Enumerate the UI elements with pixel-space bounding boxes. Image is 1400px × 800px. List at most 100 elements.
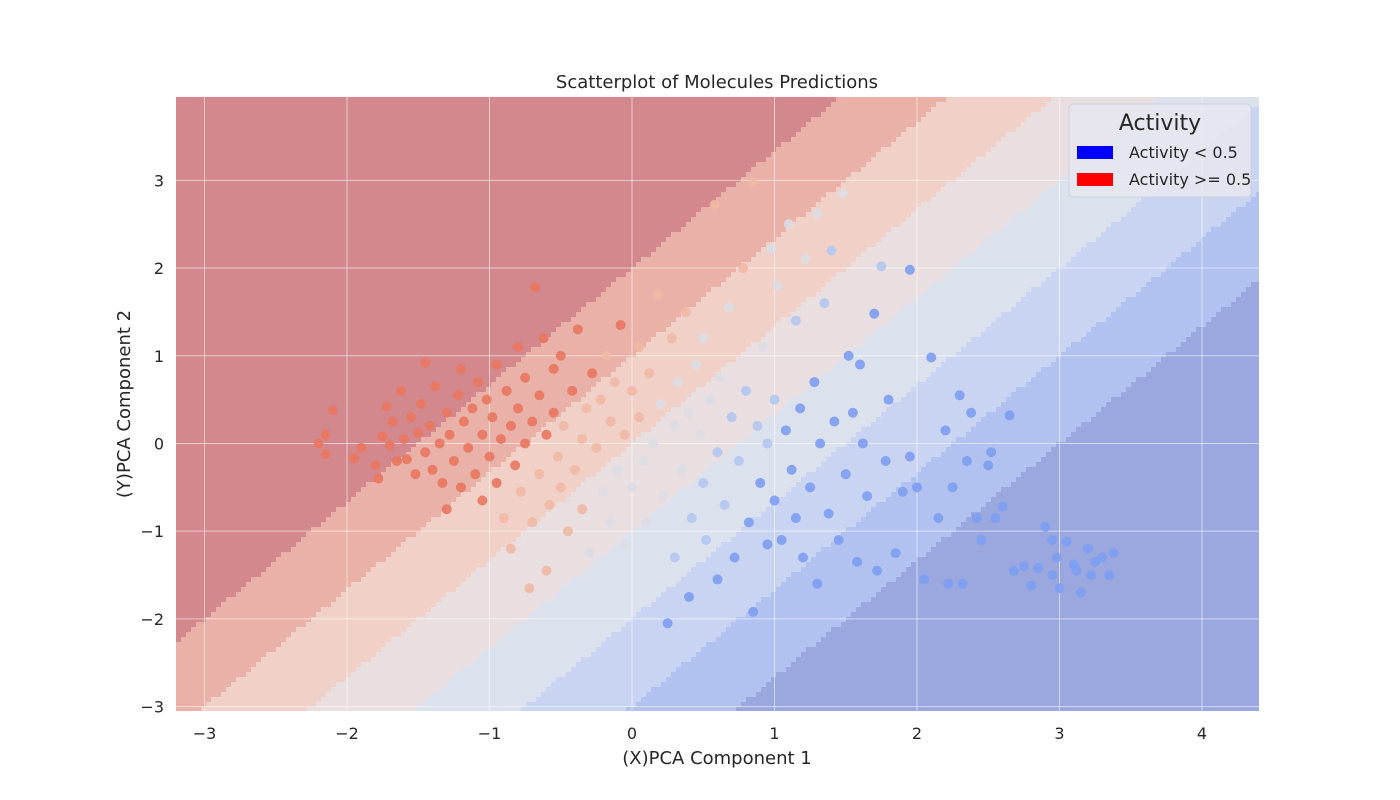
contour-cell bbox=[241, 107, 247, 113]
contour-cell bbox=[181, 392, 187, 398]
contour-cell bbox=[371, 647, 377, 653]
contour-cell bbox=[246, 297, 252, 303]
contour-cell bbox=[356, 462, 362, 468]
contour-cell bbox=[326, 357, 332, 363]
contour-cell bbox=[236, 317, 242, 323]
contour-cell bbox=[266, 377, 272, 383]
contour-cell bbox=[326, 467, 332, 473]
contour-cell bbox=[266, 297, 272, 303]
contour-cell bbox=[211, 147, 217, 153]
contour-cell bbox=[236, 677, 242, 683]
contour-cell bbox=[361, 582, 367, 588]
contour-cell bbox=[201, 492, 207, 498]
contour-cell bbox=[271, 672, 277, 678]
contour-cell bbox=[261, 642, 267, 648]
contour-cell bbox=[291, 572, 297, 578]
contour-cell bbox=[286, 342, 292, 348]
contour-cell bbox=[246, 157, 252, 163]
contour-cell bbox=[186, 252, 192, 258]
contour-cell bbox=[336, 517, 342, 523]
contour-cell bbox=[291, 332, 297, 338]
contour-cell bbox=[256, 347, 262, 353]
contour-cell bbox=[176, 262, 182, 268]
contour-cell bbox=[261, 302, 267, 308]
contour-cell bbox=[231, 322, 237, 328]
contour-cell bbox=[336, 322, 342, 328]
contour-cell bbox=[246, 272, 252, 278]
contour-cell bbox=[191, 142, 197, 148]
contour-cell bbox=[296, 122, 302, 128]
contour-cell bbox=[331, 212, 337, 218]
contour-cell bbox=[266, 287, 272, 293]
contour-cell bbox=[191, 557, 197, 563]
contour-cell bbox=[246, 667, 252, 673]
contour-cell bbox=[316, 222, 322, 228]
contour-cell bbox=[311, 327, 317, 333]
contour-cell bbox=[226, 167, 232, 173]
contour-cell bbox=[221, 237, 227, 243]
contour-cell bbox=[361, 117, 367, 123]
contour-cell bbox=[221, 357, 227, 363]
contour-cell bbox=[276, 152, 282, 158]
contour-cell bbox=[311, 107, 317, 113]
contour-cell bbox=[366, 217, 372, 223]
contour-cell bbox=[341, 287, 347, 293]
contour-cell bbox=[216, 547, 222, 553]
contour-cell bbox=[281, 307, 287, 313]
contour-cell bbox=[196, 667, 202, 673]
contour-cell bbox=[321, 107, 327, 113]
contour-cell bbox=[331, 302, 337, 308]
contour-cell bbox=[331, 337, 337, 343]
contour-cell bbox=[266, 327, 272, 333]
contour-cell bbox=[226, 537, 232, 543]
contour-cell bbox=[231, 432, 237, 438]
contour-cell bbox=[201, 132, 207, 138]
contour-cell bbox=[236, 187, 242, 193]
contour-cell bbox=[261, 602, 267, 608]
contour-cell bbox=[326, 667, 332, 673]
contour-cell bbox=[311, 167, 317, 173]
contour-cell bbox=[261, 232, 267, 238]
contour-cell bbox=[316, 472, 322, 478]
contour-cell bbox=[271, 382, 277, 388]
contour-cell bbox=[326, 522, 332, 528]
contour-cell bbox=[316, 197, 322, 203]
contour-cell bbox=[271, 432, 277, 438]
contour-cell bbox=[221, 567, 227, 573]
contour-cell bbox=[326, 187, 332, 193]
contour-cell bbox=[366, 417, 372, 423]
contour-cell bbox=[301, 632, 307, 638]
contour-cell bbox=[291, 157, 297, 163]
contour-cell bbox=[226, 107, 232, 113]
contour-cell bbox=[181, 642, 187, 648]
contour-cell bbox=[301, 342, 307, 348]
contour-cell bbox=[331, 397, 337, 403]
contour-cell bbox=[241, 467, 247, 473]
contour-cell bbox=[336, 417, 342, 423]
contour-cell bbox=[251, 202, 257, 208]
contour-cell bbox=[226, 147, 232, 153]
contour-cell bbox=[181, 322, 187, 328]
contour-cell bbox=[236, 597, 242, 603]
contour-cell bbox=[276, 557, 282, 563]
contour-cell bbox=[371, 102, 377, 108]
contour-cell bbox=[226, 142, 232, 148]
contour-cell bbox=[296, 662, 302, 668]
contour-cell bbox=[321, 627, 327, 633]
contour-cell bbox=[201, 507, 207, 513]
contour-cell bbox=[286, 632, 292, 638]
contour-cell bbox=[296, 667, 302, 673]
contour-cell bbox=[211, 187, 217, 193]
contour-cell bbox=[276, 682, 282, 688]
contour-cell bbox=[211, 567, 217, 573]
contour-cell bbox=[351, 217, 357, 223]
contour-cell bbox=[176, 607, 182, 613]
contour-cell bbox=[291, 187, 297, 193]
contour-cell bbox=[256, 437, 262, 443]
contour-cell bbox=[231, 367, 237, 373]
contour-cell bbox=[326, 552, 332, 558]
contour-cell bbox=[181, 117, 187, 123]
contour-cell bbox=[301, 387, 307, 393]
contour-cell bbox=[236, 372, 242, 378]
contour-cell bbox=[366, 377, 372, 383]
